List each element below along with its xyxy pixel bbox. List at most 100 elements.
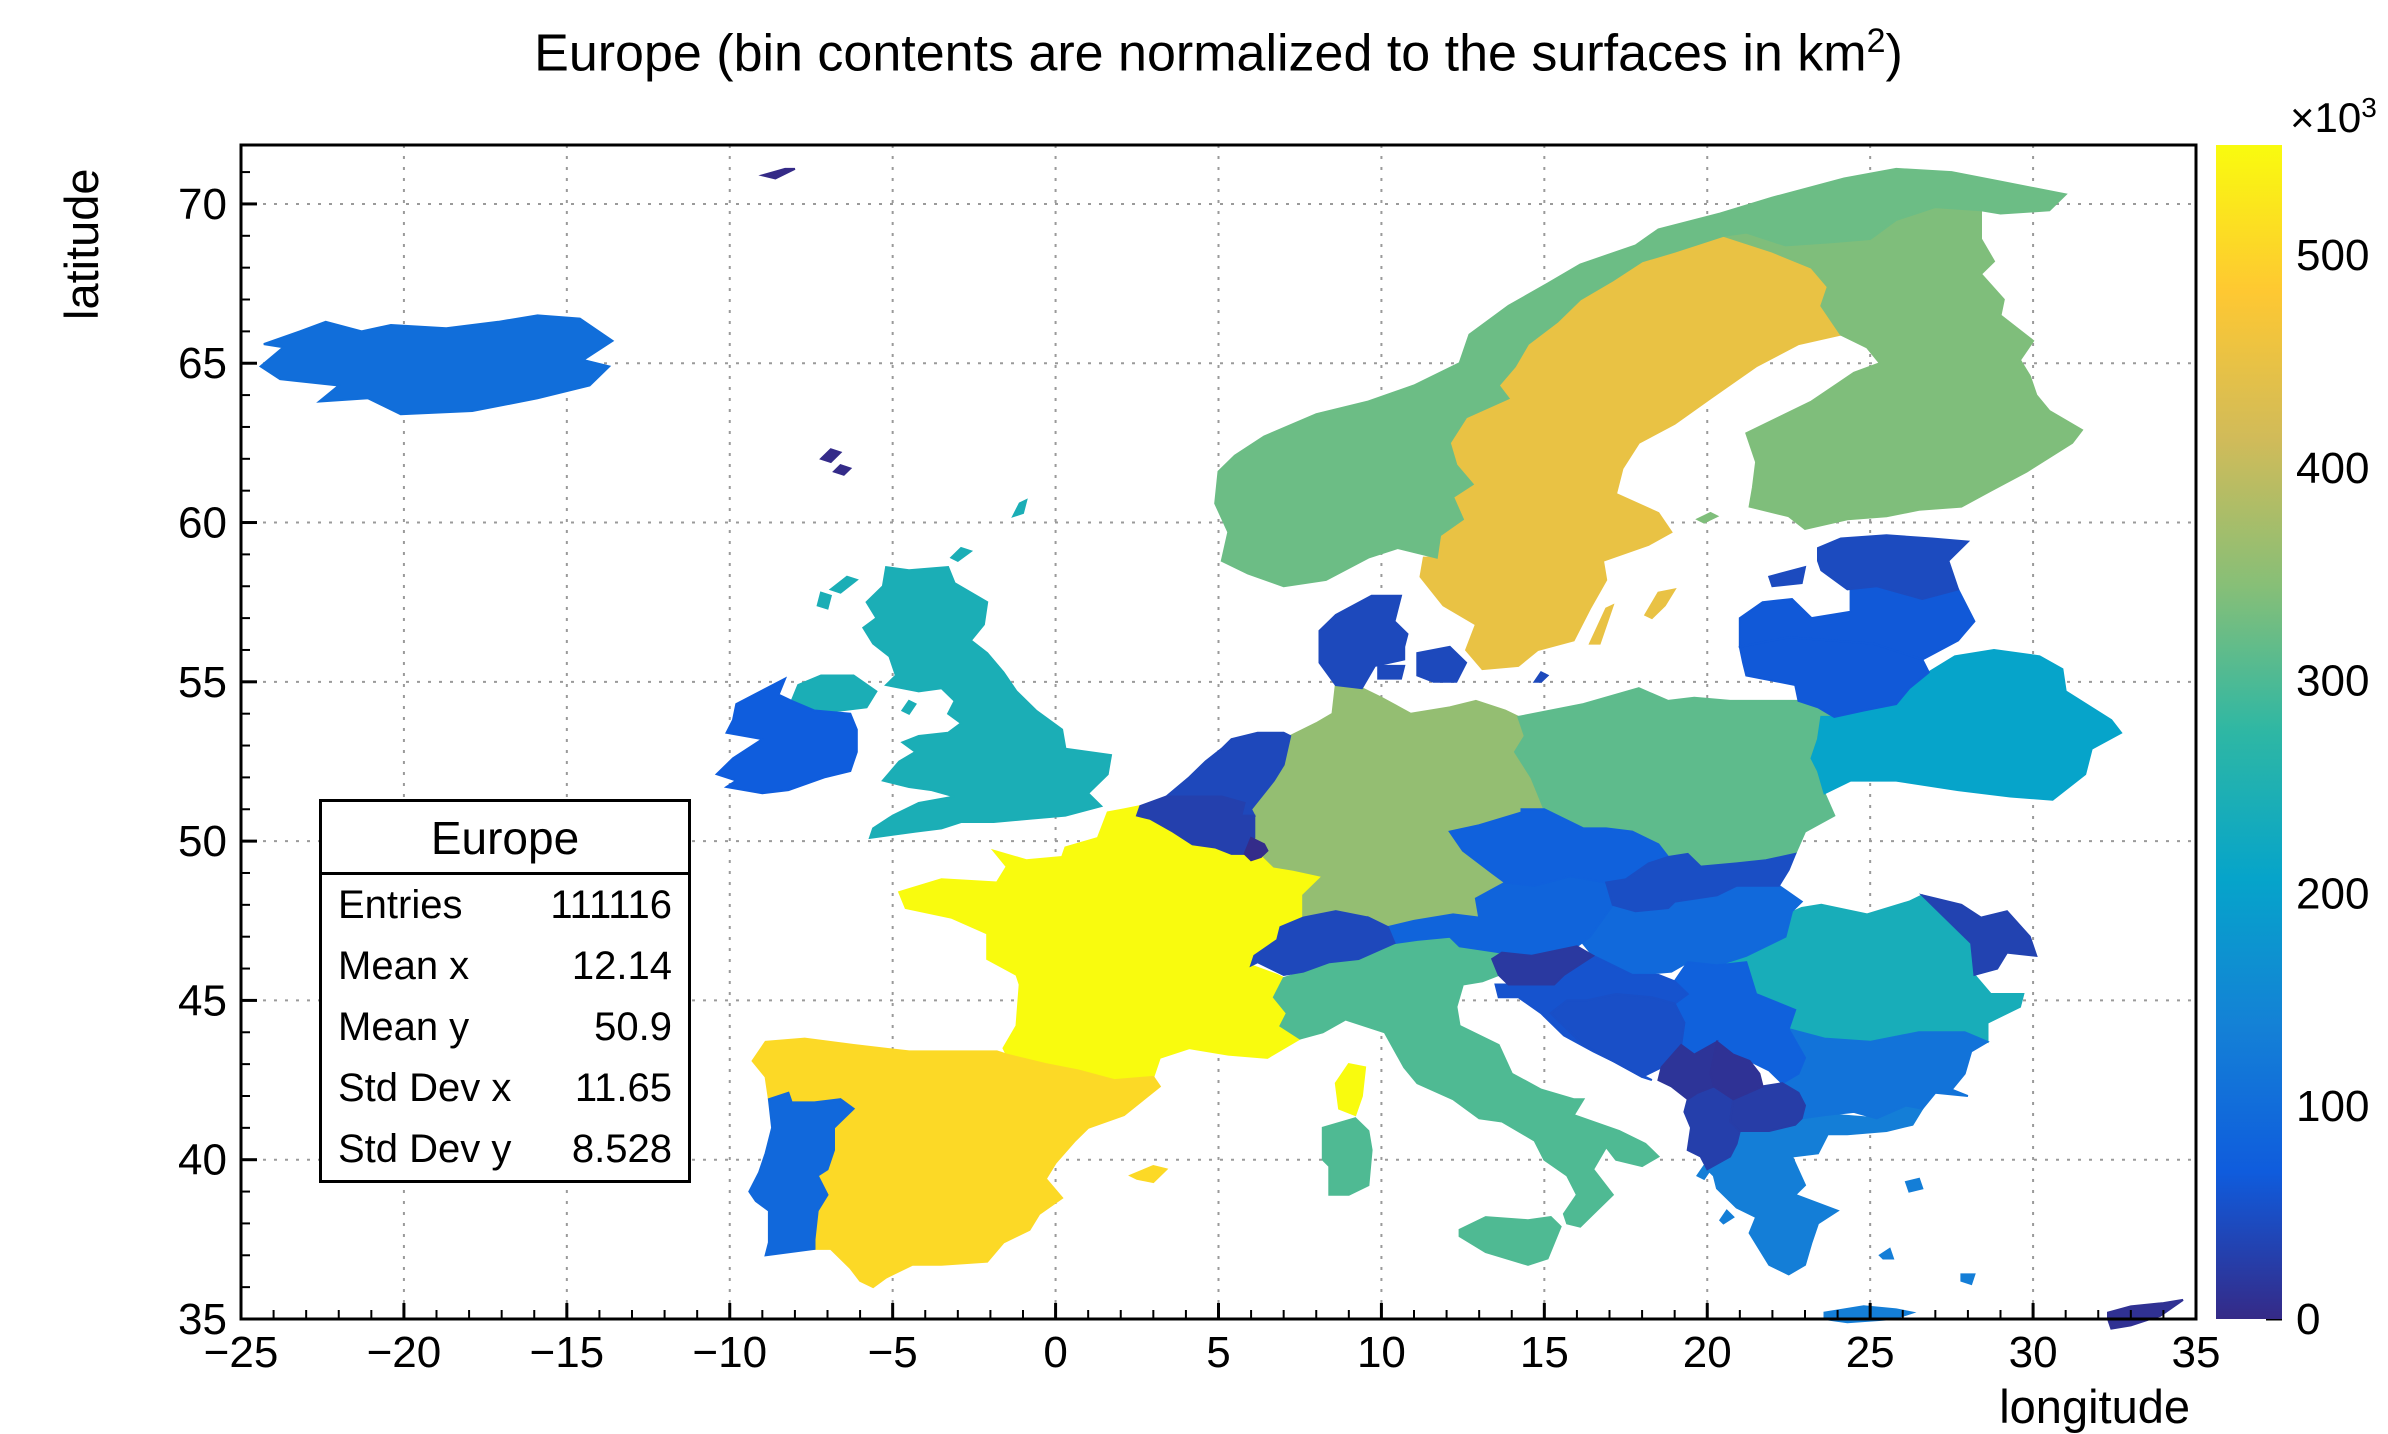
country-North-Macedonia: [1729, 1082, 1807, 1132]
stats-value: 12.14: [571, 944, 672, 988]
colorbar-multiplier-exponent: 3: [2361, 92, 2377, 123]
country-Slovenia: [1490, 945, 1596, 986]
country-United-Kingdom: [949, 546, 974, 562]
colorbar-multiplier-base: ×10: [2290, 94, 2362, 141]
country-Sweden: [1588, 603, 1615, 645]
stats-value: 11.65: [574, 1066, 672, 1110]
country-Portugal: [748, 1091, 856, 1257]
x-tick-label: 0: [1043, 1328, 1067, 1377]
country-Bulgaria: [1780, 1027, 1990, 1120]
stats-row-mean-y: Mean y 50.9: [322, 997, 688, 1058]
stats-label: Mean y: [338, 1005, 470, 1049]
chart-title-suffix: ): [1885, 24, 1903, 83]
country-Norway: [1214, 167, 2068, 588]
y-tick-label: 40: [178, 1136, 227, 1185]
x-axis-title: longitude: [1999, 1380, 2190, 1433]
country-United-Kingdom: [900, 699, 917, 715]
stats-row-mean-x: Mean x 12.14: [322, 936, 688, 997]
y-tick-label: 45: [178, 976, 227, 1025]
country-France: [1334, 1062, 1367, 1117]
colorbar-gradient: [2216, 145, 2282, 1319]
chart-title-text: Europe (bin contents are normalized to t…: [534, 24, 1867, 83]
colorbar-tick-label: 0: [2296, 1295, 2320, 1344]
country-Iceland: [258, 314, 615, 416]
country-Ireland: [714, 676, 858, 795]
country-Switzerland: [1249, 910, 1396, 976]
country-Spain: [1128, 1165, 1169, 1184]
country-Finland: [1695, 511, 1720, 524]
stats-value: 111116: [550, 883, 672, 927]
stats-label: Entries: [338, 883, 463, 927]
x-tick-label: −25: [204, 1328, 279, 1377]
colorbar-tick-label: 400: [2296, 444, 2369, 493]
country-Estonia: [1767, 565, 1807, 588]
country-Moldova: [1918, 893, 2038, 977]
x-tick-label: 35: [2172, 1328, 2221, 1377]
colorbar-tick-label: 100: [2296, 1082, 2369, 1131]
x-tick-label: 25: [1846, 1328, 1895, 1377]
colorbar-tick-label: 500: [2296, 231, 2369, 280]
country-Greece: [1705, 1104, 1924, 1276]
country-Estonia: [1817, 534, 1971, 601]
y-axis-title: latitude: [55, 168, 108, 320]
country-Jan-Mayen: [758, 167, 796, 180]
country-Greece: [1878, 1247, 1895, 1260]
axes: −25 −20 −15 −10 −5 0 5 10 15 20 25 30 35 35 40 45 50 55 60…: [55, 168, 2369, 1433]
stats-row-entries: Entries 111116: [322, 875, 688, 936]
country-Denmark: [1377, 664, 1406, 680]
colorbar-tick-label: 300: [2296, 657, 2369, 706]
y-tick-label: 50: [178, 817, 227, 866]
country-Italy: [1321, 1117, 1373, 1196]
country-United-Kingdom: [861, 565, 1113, 840]
country-Greece: [1960, 1273, 1976, 1286]
country-Denmark: [1532, 671, 1550, 683]
y-tick-label: 65: [178, 339, 227, 388]
country-Denmark: [1318, 594, 1409, 690]
choropleth-map: [258, 167, 2184, 1330]
stats-value: 50.9: [594, 1005, 672, 1049]
country-Cyprus: [2107, 1298, 2184, 1330]
country-Faroe-Islands: [819, 448, 843, 464]
x-tick-label: 30: [2009, 1328, 2058, 1377]
country-Greece: [1904, 1177, 1924, 1193]
chart-title: Europe (bin contents are normalized to t…: [241, 22, 2196, 83]
stats-row-std-dev-x: Std Dev x 11.65: [322, 1058, 688, 1119]
colorbar-multiplier: ×103: [2290, 92, 2377, 142]
chart-title-superscript: 2: [1866, 22, 1886, 60]
x-tick-label: −15: [530, 1328, 605, 1377]
country-Greece: [1719, 1209, 1735, 1225]
stats-label: Std Dev y: [338, 1127, 512, 1171]
country-United-Kingdom: [1011, 498, 1028, 518]
stats-label: Mean x: [338, 944, 470, 988]
stats-value: 8.528: [571, 1127, 672, 1171]
country-United-Kingdom: [816, 591, 833, 610]
stats-box: Europe Entries 111116 Mean x 12.14 Mean …: [319, 799, 691, 1183]
x-tick-label: 5: [1206, 1328, 1230, 1377]
country-France: [897, 804, 1325, 1082]
country-Sweden: [1643, 587, 1677, 620]
colorbar-tick-label: 200: [2296, 869, 2369, 918]
x-tick-label: −20: [367, 1328, 442, 1377]
country-Slovakia: [1604, 852, 1797, 913]
x-tick-label: −10: [692, 1328, 767, 1377]
y-tick-label: 55: [178, 658, 227, 707]
x-tick-label: −5: [868, 1328, 918, 1377]
y-tick-label: 70: [178, 180, 227, 229]
country-Italy: [1458, 1216, 1562, 1266]
x-tick-label: 20: [1683, 1328, 1732, 1377]
country-Denmark: [1416, 645, 1468, 683]
country-Belgium: [1135, 795, 1256, 855]
country-Luxembourg: [1243, 836, 1269, 862]
country-Faroe-Islands: [832, 464, 853, 476]
country-Kosovo: [1709, 1040, 1764, 1101]
stats-label: Std Dev x: [338, 1066, 512, 1110]
x-tick-label: 15: [1520, 1328, 1569, 1377]
y-tick-label: 35: [178, 1295, 227, 1344]
stats-box-title: Europe: [322, 802, 688, 875]
country-United-Kingdom: [828, 575, 859, 594]
x-tick-label: 10: [1357, 1328, 1406, 1377]
y-tick-label: 60: [178, 499, 227, 548]
stats-row-std-dev-y: Std Dev y 8.528: [322, 1119, 688, 1180]
